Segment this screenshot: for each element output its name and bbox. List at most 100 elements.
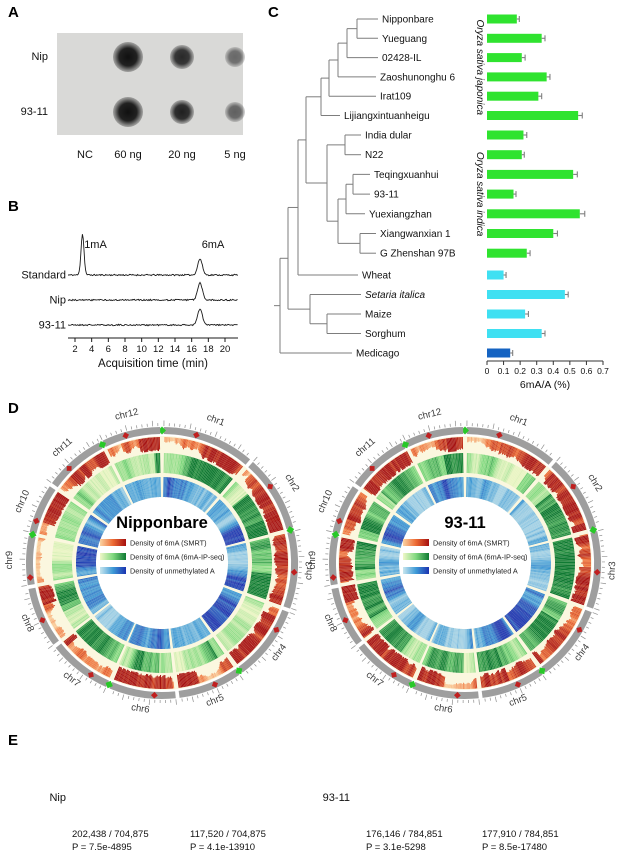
blot-row-label-nip: Nip — [31, 51, 48, 63]
taxon-label: Teqingxuanhui — [374, 170, 439, 181]
centromere-marker — [290, 568, 298, 576]
chromosome-label-chr12: chr12 — [114, 407, 140, 423]
taxon-label: India dular — [365, 131, 412, 142]
circos-93-11-svg: chr1chr2chr3chr4chr5chr6chr7chr8chr9chr1… — [307, 407, 618, 716]
chromosome-band-chr2 — [551, 461, 597, 530]
chromosome-label-chr9: chr9 — [307, 551, 318, 570]
chromosome-band-chr7 — [358, 643, 412, 687]
blot-col-label-nc: NC — [77, 149, 93, 161]
trace-Nip — [67, 281, 238, 302]
boundary-marker — [331, 530, 340, 539]
chromosome-band-chr1 — [163, 427, 251, 465]
bar-Teqingxuanhui — [487, 169, 574, 179]
centromere-marker — [593, 568, 601, 576]
dot-blot-image — [57, 33, 245, 135]
boundary-marker — [408, 680, 416, 689]
trace-93-11 — [68, 308, 238, 327]
taxon-label: Nipponbare — [382, 15, 434, 26]
centromere-marker — [267, 483, 273, 490]
centromere-marker — [453, 691, 461, 699]
x-tick-label: 16 — [186, 344, 197, 355]
chromosome-label-chr1: chr1 — [205, 412, 226, 429]
legend-label: Density of 6mA (SMRT) — [433, 539, 510, 548]
x-tick-label: 20 — [220, 344, 231, 355]
logo-group-label-nip: Nip — [49, 792, 66, 804]
bar-Sorghum — [487, 329, 542, 338]
boundary-marker — [538, 667, 546, 675]
bar-x-tick: 0.4 — [547, 366, 559, 376]
taxon-label: Sorghum — [365, 329, 406, 340]
chromosome-band-chr9 — [26, 535, 36, 586]
x-axis-title: Acquisition time (min) — [98, 358, 208, 370]
trace-Standard — [68, 234, 238, 277]
boundary-marker — [235, 667, 243, 675]
centromere-marker — [88, 671, 94, 678]
taxon-label: 02428-IL — [382, 53, 422, 64]
bar-G Zhenshan 97B — [487, 248, 527, 258]
bar-Zaoshunonghu 6 — [487, 72, 547, 82]
chromosome-band-chr6 — [109, 682, 176, 700]
bar-x-title: 6mA/A (%) — [520, 379, 570, 391]
chromatogram-svg: Standard Nip 93-11 2 4 6 8 10 12 14 16 18 20 Acquisit… — [21, 234, 238, 370]
circos-nipponbare-svg: chr1chr2chr3chr4chr5chr6chr7chr8chr9chr1… — [4, 407, 315, 716]
boundary-marker — [98, 441, 106, 449]
bar-Yueguang — [487, 33, 542, 43]
logo-pvalue: P = 3.1e-5298 — [366, 841, 426, 853]
chromosome-label-chr11: chr11 — [353, 436, 378, 459]
bar-x-tick: 0.5 — [564, 366, 576, 376]
bar-x-tick: 0.3 — [531, 366, 543, 376]
chromosome-label-chr8: chr8 — [18, 612, 36, 633]
chromosome-label-chr12: chr12 — [417, 407, 443, 423]
bar-Yuexiangzhan — [487, 209, 580, 219]
legend-label: Density of 6mA (SMRT) — [130, 539, 207, 548]
chromosome-band-chr5 — [178, 669, 240, 698]
panel-c-label: C — [268, 4, 279, 21]
chromosome-label-chr6: chr6 — [433, 702, 453, 716]
blot-col-label-20ng: 20 ng — [168, 149, 196, 161]
chromosome-band-chr8 — [331, 587, 362, 645]
logo-stats-nip-gagg: 117,520 / 704,875 P = 4.1e-13910 — [190, 829, 266, 854]
centromere-marker — [342, 617, 349, 624]
bar-Irat109 — [487, 91, 539, 101]
centromere-marker — [336, 517, 343, 525]
bar-Medicago — [487, 348, 511, 358]
taxon-label: Zaoshunonghu 6 — [380, 72, 456, 83]
chromosome-label-chr8: chr8 — [321, 612, 339, 633]
taxon-label: Wheat — [362, 271, 391, 282]
boundary-marker — [105, 680, 113, 689]
centromere-marker — [211, 681, 219, 688]
chromosome-label-chr5: chr5 — [204, 692, 225, 709]
bar-Setaria italica — [487, 290, 565, 299]
x-tick-label: 4 — [89, 344, 94, 355]
chromosome-band-chr9 — [329, 535, 339, 586]
legend-swatch — [403, 553, 429, 560]
blot-dot-Nip-5 ng — [225, 47, 245, 67]
centromere-marker — [122, 432, 130, 439]
clade-label: Oryza sativa indica — [474, 152, 485, 237]
bar-93-11 — [487, 189, 514, 199]
panel-d-label: D — [8, 400, 19, 417]
logo-pvalue: P = 4.1e-13910 — [190, 841, 256, 853]
legend-label: Density of unmethylated A — [433, 567, 518, 576]
chromosome-band-chr3 — [586, 530, 602, 609]
chromosome-label-chr9: chr9 — [4, 551, 15, 570]
x-tick-label: 12 — [153, 344, 164, 355]
centromere-marker — [150, 691, 158, 699]
chromosome-label-chr3: chr3 — [606, 561, 618, 580]
bar-Xiangwanxian 1 — [487, 229, 554, 238]
legend-swatch — [100, 539, 126, 546]
circos-center — [400, 498, 530, 628]
boundary-marker — [286, 526, 295, 534]
centromere-marker — [496, 431, 503, 439]
trace-label: 93-11 — [39, 320, 66, 332]
bar-Nipponbare — [487, 14, 517, 24]
chromosome-label-chr2: chr2 — [282, 472, 301, 494]
bar-x-tick: 0.1 — [498, 366, 510, 376]
logo-count: 117,520 / 704,875 — [190, 829, 266, 840]
logo-stats-93-11-aca: 176,146 / 784,851 P = 3.1e-5298 — [366, 829, 443, 854]
centromere-marker — [425, 432, 433, 439]
centromere-marker — [576, 626, 583, 633]
legend-swatch — [403, 539, 429, 546]
logo-count: 176,146 / 784,851 — [366, 829, 443, 840]
logo-group-label-93-11: 93-11 — [322, 792, 350, 804]
